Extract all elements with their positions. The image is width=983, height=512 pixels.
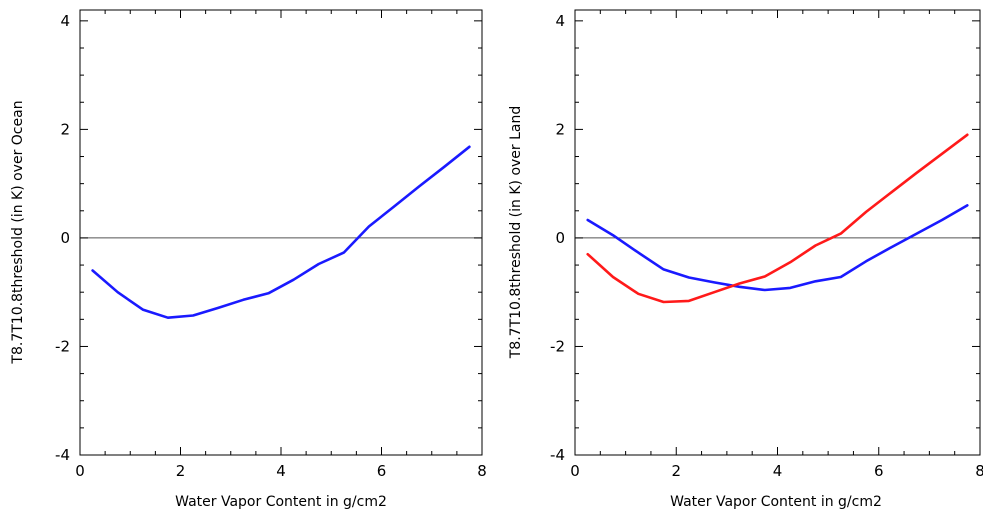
ocean-plot-frame — [79, 9, 483, 456]
ocean-y-axis-label: T8.7T10.8threshold (in K) over Ocean — [10, 100, 26, 364]
land-series-line-1 — [586, 133, 969, 304]
land-y-tick-label: 0 — [555, 229, 565, 247]
ocean-y-tick-label: 4 — [60, 12, 70, 30]
ocean-x-tick-label: 0 — [75, 462, 85, 480]
ocean-x-tick-label: 4 — [276, 462, 286, 480]
land-x-tick-label: 8 — [975, 462, 983, 480]
land-x-axis-label: Water Vapor Content in g/cm2 — [670, 494, 882, 510]
land-x-tick-label: 2 — [671, 462, 681, 480]
ocean-series-line-0 — [91, 145, 471, 320]
ocean-y-tick-label: -4 — [55, 446, 70, 464]
land-x-tick-label: 4 — [773, 462, 783, 480]
land-marks: 0 2 4 6 8 -4 -2 0 2 4 — [550, 10, 983, 480]
ocean-y-tick-label: 2 — [60, 120, 70, 138]
land-y-tick-label: -4 — [550, 446, 565, 464]
land-series-line-0 — [586, 204, 969, 292]
land-y-tick-label: 4 — [555, 12, 565, 30]
land-y-axis-label: T8.7T10.8threshold (in K) over Land — [508, 106, 524, 360]
ocean-marks: 0 2 4 6 8 -4 -2 0 2 4 — [55, 10, 487, 480]
ocean-y-tick-label: 0 — [60, 229, 70, 247]
land-chart: 0 2 4 6 8 -4 -2 0 2 4 T8.7T10.8threshold (in K) o… — [508, 9, 983, 510]
land-x-tick-label: 6 — [874, 462, 884, 480]
ocean-x-axis-label: Water Vapor Content in g/cm2 — [175, 494, 387, 510]
land-y-tick-label: -2 — [550, 337, 565, 355]
ocean-chart: 0 2 4 6 8 -4 -2 0 2 4 T8.7T10.8threshold (in K) o… — [10, 9, 487, 510]
ocean-x-tick-label: 8 — [477, 462, 487, 480]
ocean-y-tick-label: -2 — [55, 337, 70, 355]
ocean-x-tick-label: 6 — [377, 462, 387, 480]
ocean-x-tick-label: 2 — [176, 462, 186, 480]
land-y-tick-label: 2 — [555, 120, 565, 138]
land-x-tick-label: 0 — [570, 462, 580, 480]
